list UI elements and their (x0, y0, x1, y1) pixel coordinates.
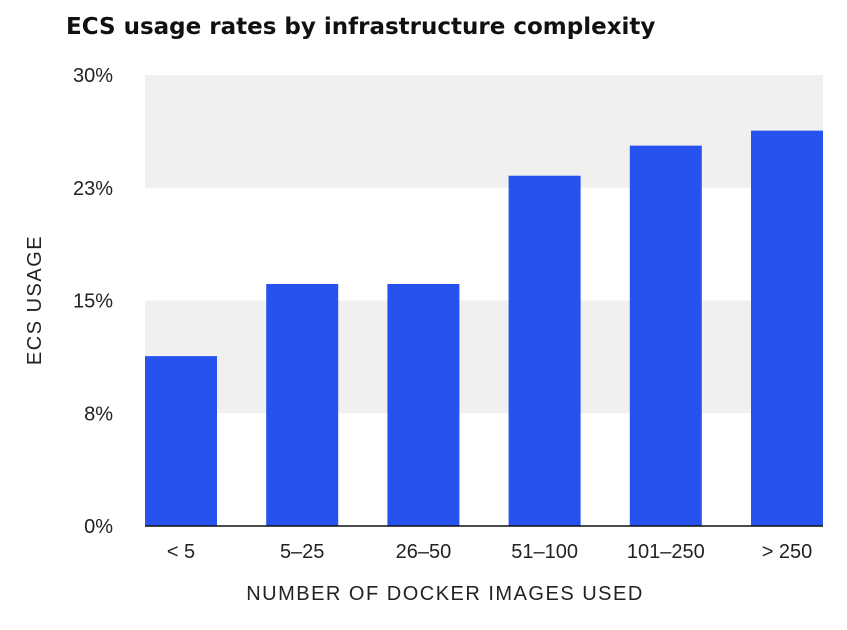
x-tick-label: 5–25 (280, 541, 325, 563)
y-tick-label: 0% (84, 516, 113, 538)
y-axis-title: ECS USAGE (24, 235, 46, 365)
x-tick-label: 51–100 (511, 541, 578, 563)
y-tick-label: 30% (73, 65, 113, 87)
y-tick-label: 8% (84, 403, 113, 425)
x-tick-label: 101–250 (627, 541, 705, 563)
x-tick-label: < 5 (167, 541, 195, 563)
x-axis-title: NUMBER OF DOCKER IMAGES USED (246, 583, 644, 605)
x-tick-label: 26–50 (396, 541, 452, 563)
bar (387, 283, 460, 526)
bar (751, 130, 823, 526)
x-tick-labels: < 5 5–25 26–50 51–100 101–250 > 250 (167, 541, 812, 563)
chart-title: ECS usage rates by infrastructure comple… (66, 14, 656, 40)
grid-band (145, 75, 823, 188)
bars (145, 130, 823, 526)
bar (629, 145, 702, 526)
bar (145, 356, 217, 526)
x-tick-label: > 250 (762, 541, 813, 563)
y-tick-label: 15% (73, 291, 113, 313)
grid-bands (145, 75, 823, 414)
grid-band (145, 300, 823, 414)
y-tick-labels: 0% 8% 15% 23% 30% (73, 65, 113, 538)
bar (266, 283, 339, 526)
bar (508, 175, 581, 526)
y-tick-label: 23% (73, 178, 113, 200)
